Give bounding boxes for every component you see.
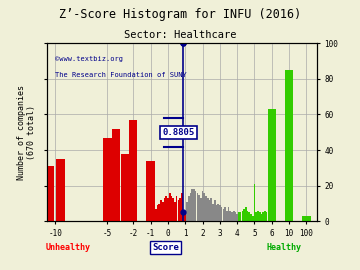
Bar	[158, 204, 160, 221]
Bar	[302, 216, 311, 221]
Bar	[162, 202, 163, 221]
Bar	[267, 214, 269, 221]
Bar	[214, 200, 216, 221]
Bar	[264, 211, 266, 221]
Text: Score: Score	[152, 243, 179, 252]
Bar	[183, 212, 184, 221]
Bar	[195, 191, 197, 221]
Bar	[155, 209, 157, 221]
Bar	[57, 159, 65, 221]
Text: Z’-Score Histogram for INFU (2016): Z’-Score Histogram for INFU (2016)	[59, 8, 301, 21]
Bar	[221, 207, 222, 221]
Bar	[36, 171, 44, 221]
Bar	[112, 129, 120, 221]
Bar	[129, 120, 138, 221]
Bar	[165, 197, 167, 221]
Bar	[267, 109, 276, 221]
Bar	[153, 212, 155, 221]
Bar	[205, 197, 207, 221]
Bar	[245, 207, 247, 221]
Bar	[157, 205, 158, 221]
Bar	[226, 211, 228, 221]
Bar	[243, 209, 245, 221]
Bar	[235, 212, 236, 221]
Bar	[192, 189, 193, 221]
Bar	[266, 212, 267, 221]
Bar	[233, 211, 235, 221]
Bar	[207, 198, 208, 221]
Bar	[219, 205, 221, 221]
Bar	[147, 161, 155, 221]
Bar	[181, 193, 183, 221]
Bar	[224, 207, 226, 221]
Bar	[216, 205, 217, 221]
Bar	[237, 214, 238, 221]
Bar	[188, 197, 190, 221]
Text: 0.8805: 0.8805	[163, 128, 195, 137]
Bar	[255, 212, 257, 221]
Y-axis label: Number of companies
(670 total): Number of companies (670 total)	[17, 85, 36, 180]
Bar	[228, 207, 229, 221]
Bar	[222, 209, 224, 221]
Bar	[177, 200, 179, 221]
Bar	[193, 189, 195, 221]
Text: ©www.textbiz.org: ©www.textbiz.org	[55, 56, 123, 62]
Bar	[250, 214, 252, 221]
Bar	[240, 212, 242, 221]
Bar	[254, 184, 255, 221]
Bar	[200, 198, 202, 221]
Bar	[179, 198, 181, 221]
Bar	[203, 193, 205, 221]
Bar	[152, 214, 153, 221]
Text: The Research Foundation of SUNY: The Research Foundation of SUNY	[55, 72, 186, 78]
Bar	[285, 70, 293, 221]
Bar	[269, 216, 271, 221]
Bar	[247, 211, 248, 221]
Bar	[252, 216, 253, 221]
Bar	[198, 195, 200, 221]
Bar	[171, 197, 172, 221]
Bar	[174, 202, 176, 221]
Bar	[190, 193, 191, 221]
Bar	[103, 138, 112, 221]
Bar	[172, 198, 174, 221]
Bar	[197, 193, 198, 221]
Bar	[242, 211, 243, 221]
Text: Sector: Healthcare: Sector: Healthcare	[124, 30, 236, 40]
Bar	[217, 204, 219, 221]
Bar	[46, 166, 54, 221]
Bar	[262, 212, 264, 221]
Bar	[169, 193, 171, 221]
Bar	[209, 200, 210, 221]
Bar	[229, 211, 231, 221]
Bar	[160, 200, 162, 221]
Bar	[212, 204, 214, 221]
Bar	[210, 198, 212, 221]
Text: Healthy: Healthy	[267, 243, 302, 252]
Bar	[186, 202, 188, 221]
Bar	[121, 154, 129, 221]
Bar	[261, 214, 262, 221]
Bar	[167, 198, 169, 221]
Bar	[164, 198, 165, 221]
Bar	[202, 191, 203, 221]
Text: Unhealthy: Unhealthy	[46, 243, 91, 252]
Bar	[257, 211, 259, 221]
Bar	[231, 212, 233, 221]
Bar	[259, 212, 261, 221]
Bar	[238, 212, 240, 221]
Bar	[248, 212, 250, 221]
Bar	[184, 212, 186, 221]
Bar	[176, 197, 177, 221]
